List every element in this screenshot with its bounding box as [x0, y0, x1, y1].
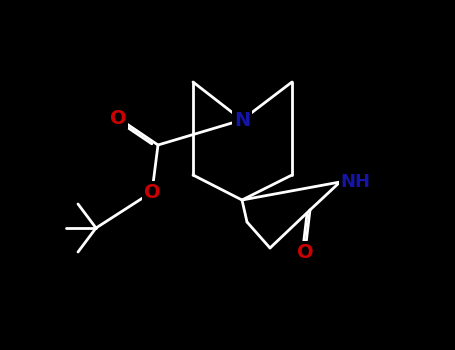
- Text: O: O: [110, 108, 126, 127]
- Text: N: N: [234, 111, 250, 130]
- Text: O: O: [297, 243, 313, 261]
- Text: NH: NH: [340, 173, 370, 191]
- Text: O: O: [144, 182, 160, 202]
